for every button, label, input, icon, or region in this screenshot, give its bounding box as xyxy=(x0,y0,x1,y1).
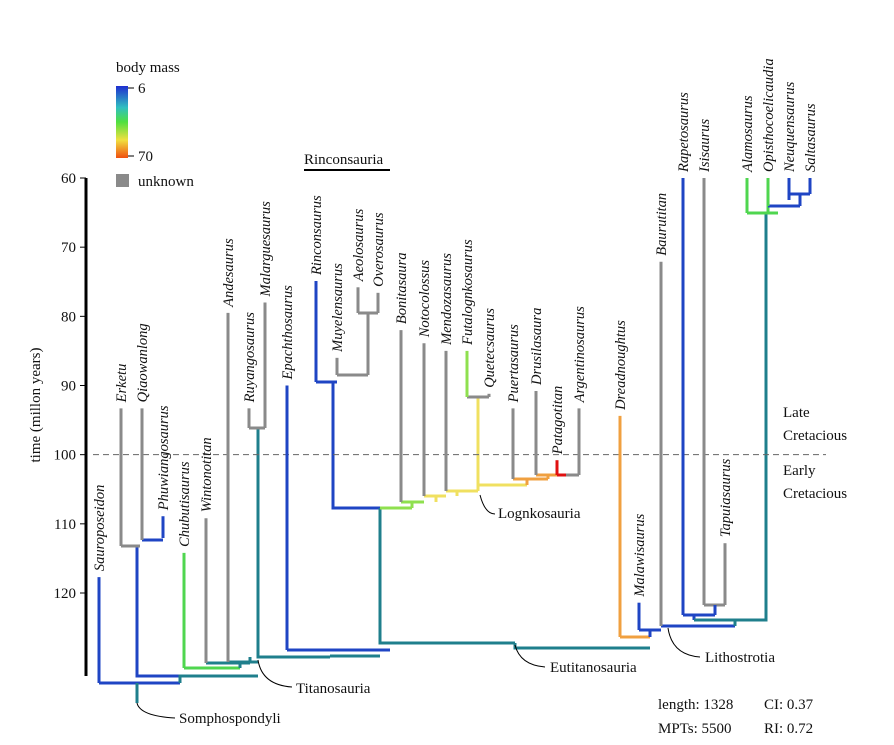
taxon-label: Muyelensaurus xyxy=(330,263,346,353)
tick-label: 80 xyxy=(61,309,76,325)
stat: length: 1328 xyxy=(658,697,733,713)
tick-label: 120 xyxy=(54,586,77,602)
clade-label: Rinconsauria xyxy=(304,152,383,168)
leader xyxy=(136,702,176,719)
clade-label: Lithostrotia xyxy=(705,650,775,666)
stat: MPTs: 5500 xyxy=(658,721,732,737)
tick-label: 70 xyxy=(61,240,76,256)
leader xyxy=(257,659,293,688)
taxon-label: Baurutitan xyxy=(654,193,670,256)
taxon-label: Chubutisaurus xyxy=(177,461,193,547)
taxon-label: Patagotitan xyxy=(550,386,566,455)
leader xyxy=(479,494,496,515)
legend-max-label: 6 xyxy=(138,81,146,97)
taxon-label: Tapuiasaurus xyxy=(718,458,734,537)
taxon-label: Rapetosaurus xyxy=(676,92,692,173)
taxon-label: Overosaurus xyxy=(371,212,387,287)
taxon-label: Erketu xyxy=(114,364,130,404)
taxon-label: Drusilasaura xyxy=(529,308,545,386)
taxon-label: Wintonotitan xyxy=(199,437,215,512)
taxon-label: Saltasaurus xyxy=(803,103,819,172)
taxon-label: Bonitasaura xyxy=(394,252,410,324)
taxon-label: Malarguesaurus xyxy=(258,201,274,298)
stat: CI: 0.37 xyxy=(764,697,814,713)
tick-label: 90 xyxy=(61,379,76,395)
internal-branches xyxy=(99,192,810,703)
tick-label: 100 xyxy=(54,448,77,464)
taxon-label: Dreadnoughtus xyxy=(613,320,629,411)
taxon-label: Opisthocoelicaudia xyxy=(761,58,777,172)
legend-unknown-swatch xyxy=(116,174,129,187)
taxon-label: Andesaurus xyxy=(221,238,237,308)
axis-label: time (millon years) xyxy=(28,348,44,463)
stat: RI: 0.72 xyxy=(764,721,813,737)
taxon-label: Epachthosaurus xyxy=(280,285,296,381)
taxon-label: Phuwiangosaurus xyxy=(156,405,172,511)
leader xyxy=(667,627,701,658)
clade-label: Lognkosauria xyxy=(498,506,581,522)
legend-min-label: 70 xyxy=(138,149,153,165)
taxon-label: Quetecsaurus xyxy=(482,308,498,388)
taxon-label: Qiaowanlong xyxy=(135,323,151,402)
epoch-label: Early xyxy=(783,463,816,479)
taxon-label: Neuquensaurus xyxy=(782,81,798,173)
clade-label: Somphospondyli xyxy=(179,711,281,727)
legend-gradient xyxy=(116,86,128,158)
taxon-label: Isisaurus xyxy=(697,118,713,173)
taxon-label: Puertasaurus xyxy=(506,324,522,404)
epoch-label: Cretacious xyxy=(783,428,847,444)
taxon-label: Mendozasaurus xyxy=(439,253,455,346)
taxon-label: Ruyangosaurus xyxy=(242,312,258,404)
clade-label: Eutitanosauria xyxy=(550,660,637,676)
taxon-label: Notocolossus xyxy=(417,260,433,339)
legend-unknown-label: unknown xyxy=(138,174,194,190)
taxon-label: Malawisaurus xyxy=(632,513,648,597)
epoch-label: Late xyxy=(783,405,810,421)
taxon-label: Sauroposeidon xyxy=(92,485,108,571)
leader xyxy=(514,644,546,668)
taxon-label: Futalognkosaurus xyxy=(460,239,476,346)
taxon-label: Argentinosaurus xyxy=(572,306,588,403)
tick-label: 110 xyxy=(54,517,76,533)
legend-title: body mass xyxy=(116,60,180,76)
tick-label: 60 xyxy=(61,171,76,187)
clade-label: Titanosauria xyxy=(296,681,371,697)
taxon-label: Alamosaurus xyxy=(740,95,756,173)
taxon-label: Rinconsaurus xyxy=(309,195,325,276)
epoch-label: Cretacious xyxy=(783,486,847,502)
taxon-label: Aeolosaurus xyxy=(351,208,367,282)
